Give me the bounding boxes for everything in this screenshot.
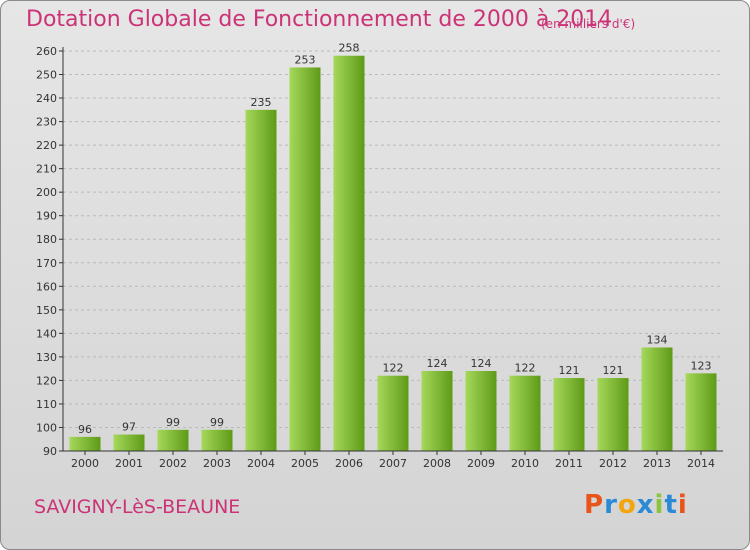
logo-letter: i (654, 490, 665, 520)
bar-value-label: 253 (295, 53, 316, 66)
logo-letter: P (584, 490, 605, 520)
axes: 90 100 110 120 130 140 150 160 170 180 190 200 210 22… (36, 45, 723, 470)
logo-letter: i (677, 490, 688, 520)
x-tick-label: 2013 (643, 457, 671, 470)
bar-2007 (377, 375, 409, 451)
x-tick-label: 2009 (467, 457, 495, 470)
bar-2003 (201, 429, 233, 451)
y-tick-label: 200 (36, 186, 57, 199)
bar-2010 (509, 375, 541, 451)
logo-letter: r (604, 490, 618, 520)
bar-value-label: 123 (691, 359, 712, 372)
x-tick-label: 2010 (511, 457, 539, 470)
chart-title: Dotation Globale de Fonctionnement de 20… (26, 7, 613, 32)
bar-value-label: 97 (122, 421, 136, 434)
bar-value-label: 235 (251, 96, 272, 109)
logo-letter: x (636, 490, 655, 520)
bar-value-label: 122 (515, 362, 536, 375)
bar-2012 (597, 378, 629, 451)
bar-value-label: 124 (427, 357, 448, 370)
y-tick-label: 240 (36, 92, 57, 105)
y-tick-label: 110 (36, 398, 57, 411)
bar-2009 (465, 371, 497, 451)
bar-value-label: 96 (78, 423, 92, 436)
bar-2004 (245, 109, 277, 451)
x-tick-label: 2014 (687, 457, 715, 470)
bar-value-label: 99 (166, 416, 180, 429)
x-tick-label: 2000 (71, 457, 99, 470)
bar-2011 (553, 378, 585, 451)
y-tick-label: 230 (36, 116, 57, 129)
bar-value-label: 122 (383, 362, 404, 375)
bar-value-label: 121 (559, 364, 580, 377)
y-tick-label: 130 (36, 351, 57, 364)
y-tick-label: 150 (36, 304, 57, 317)
bar-2000 (69, 436, 101, 451)
bar-2002 (157, 429, 189, 451)
x-tick-label: 2008 (423, 457, 451, 470)
x-tick-label: 2003 (203, 457, 231, 470)
bar-value-label: 124 (471, 357, 492, 370)
bar-2013 (641, 347, 673, 451)
x-tick-label: 2001 (115, 457, 143, 470)
logo-letter: o (617, 490, 637, 520)
bar-2005 (289, 67, 321, 452)
x-tick-label: 2012 (599, 457, 627, 470)
y-tick-label: 180 (36, 233, 57, 246)
chart-unit-label: (en milliers d'€) (541, 17, 636, 31)
y-tick-label: 90 (43, 445, 57, 458)
x-tick-label: 2004 (247, 457, 275, 470)
x-tick-label: 2007 (379, 457, 407, 470)
x-tick-label: 2005 (291, 457, 319, 470)
y-tick-label: 190 (36, 210, 57, 223)
y-tick-label: 170 (36, 257, 57, 270)
bar-value-label: 134 (647, 333, 668, 346)
y-tick-label: 100 (36, 421, 57, 434)
x-tick-label: 2011 (555, 457, 583, 470)
y-tick-label: 220 (36, 139, 57, 152)
bars: 96 97 99 99 235 253 258 122 124 124 122 121 121 134 12… (69, 42, 717, 452)
commune-name: SAVIGNY-LèS-BEAUNE (34, 496, 241, 518)
bar-2014 (685, 373, 717, 451)
bar-value-label: 121 (603, 364, 624, 377)
x-tick-label: 2006 (335, 457, 363, 470)
bar-2006 (333, 55, 365, 452)
logo-letter: t (664, 490, 678, 520)
y-tick-label: 120 (36, 374, 57, 387)
bar-value-label: 258 (339, 42, 360, 55)
proxiti-logo[interactable]: Proxiti (584, 490, 688, 520)
y-tick-label: 140 (36, 327, 57, 340)
bar-2008 (421, 371, 453, 451)
y-tick-label: 260 (36, 45, 57, 58)
y-tick-label: 210 (36, 163, 57, 176)
bar-2001 (113, 434, 145, 451)
y-tick-label: 250 (36, 69, 57, 82)
x-tick-label: 2002 (159, 457, 187, 470)
y-tick-label: 160 (36, 280, 57, 293)
bar-value-label: 99 (210, 416, 224, 429)
